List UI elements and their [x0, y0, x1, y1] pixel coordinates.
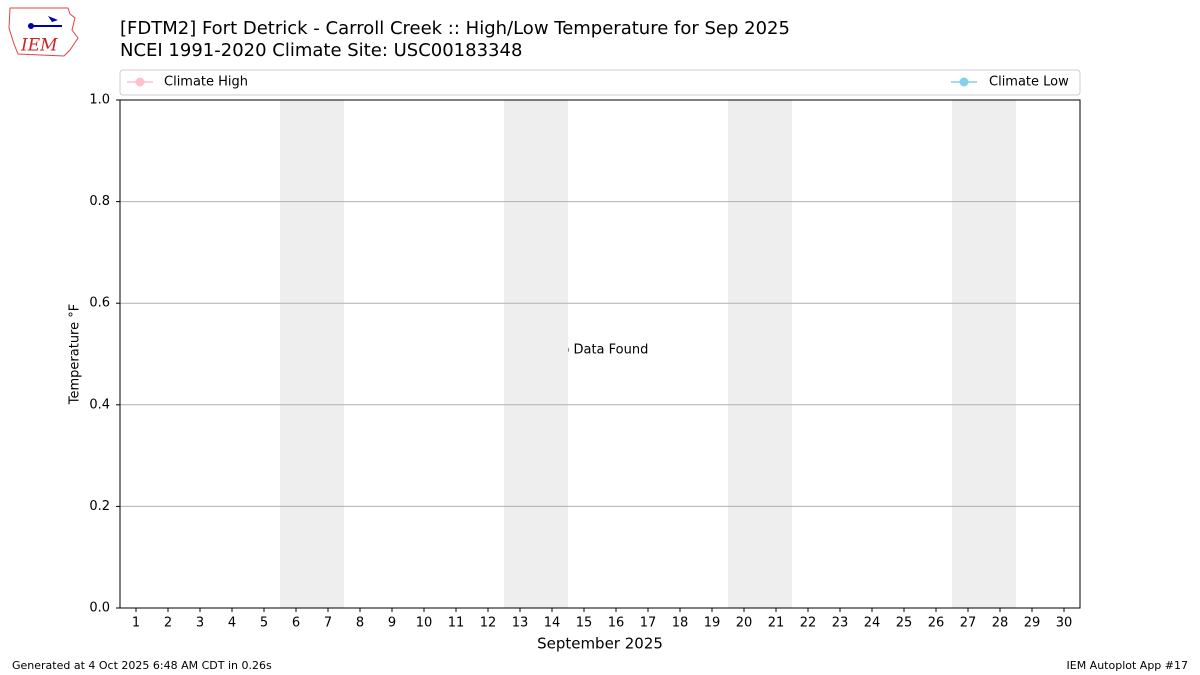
x-tick-label: 3 [196, 616, 204, 631]
x-tick-label: 15 [576, 616, 593, 631]
y-axis-label: Temperature °F [68, 304, 83, 405]
x-tick-label: 5 [260, 616, 268, 631]
legend-label: Climate Low [989, 75, 1069, 90]
legend-label: Climate High [164, 75, 248, 90]
x-tick-label: 7 [324, 616, 332, 631]
y-tick-label: 0.4 [89, 397, 110, 412]
chart-subtitle: NCEI 1991-2020 Climate Site: USC00183348 [120, 40, 522, 61]
x-tick-label: 21 [768, 616, 785, 631]
weekend-shade [952, 100, 1016, 608]
x-tick-label: 29 [1024, 616, 1041, 631]
x-tick-label: 13 [512, 616, 529, 631]
footer-left: Generated at 4 Oct 2025 6:48 AM CDT in 0… [12, 659, 272, 672]
logo-text: IEM [20, 36, 58, 56]
x-tick-label: 9 [388, 616, 396, 631]
x-tick-label: 20 [736, 616, 753, 631]
y-tick-label: 1.0 [89, 93, 110, 108]
x-tick-label: 24 [864, 616, 881, 631]
chart-title: [FDTM2] Fort Detrick - Carroll Creek :: … [120, 18, 790, 39]
x-tick-label: 25 [896, 616, 913, 631]
y-tick-label: 0.6 [89, 296, 110, 311]
x-tick-label: 26 [928, 616, 945, 631]
x-tick-label: 23 [832, 616, 849, 631]
legend-marker [135, 77, 145, 87]
x-tick-label: 2 [164, 616, 172, 631]
x-tick-label: 28 [992, 616, 1009, 631]
x-tick-label: 10 [416, 616, 433, 631]
weekend-shade [504, 100, 568, 608]
y-tick-label: 0.2 [89, 499, 110, 514]
y-tick-label: 0.0 [89, 601, 110, 616]
x-tick-label: 16 [608, 616, 625, 631]
weekend-shade [280, 100, 344, 608]
x-tick-label: 30 [1056, 616, 1073, 631]
x-tick-label: 1 [132, 616, 140, 631]
legend-box [119, 69, 1081, 96]
y-tick-label: 0.8 [89, 194, 110, 209]
x-axis-label: September 2025 [537, 635, 663, 653]
logo: IEM [8, 7, 79, 57]
x-tick-label: 14 [544, 616, 561, 631]
annotation: No Data Found [552, 343, 649, 358]
x-tick-label: 19 [704, 616, 721, 631]
plot-frame [119, 99, 1081, 609]
x-tick-label: 17 [640, 616, 657, 631]
x-tick-label: 22 [800, 616, 817, 631]
weekend-shade [728, 100, 792, 608]
x-tick-label: 12 [480, 616, 497, 631]
x-tick-label: 8 [356, 616, 364, 631]
legend-marker [959, 77, 969, 87]
x-tick-label: 18 [672, 616, 689, 631]
x-tick-label: 11 [448, 616, 465, 631]
x-tick-label: 27 [960, 616, 977, 631]
x-tick-label: 6 [292, 616, 300, 631]
footer-right: IEM Autoplot App #17 [1067, 659, 1189, 672]
x-tick-label: 4 [228, 616, 236, 631]
